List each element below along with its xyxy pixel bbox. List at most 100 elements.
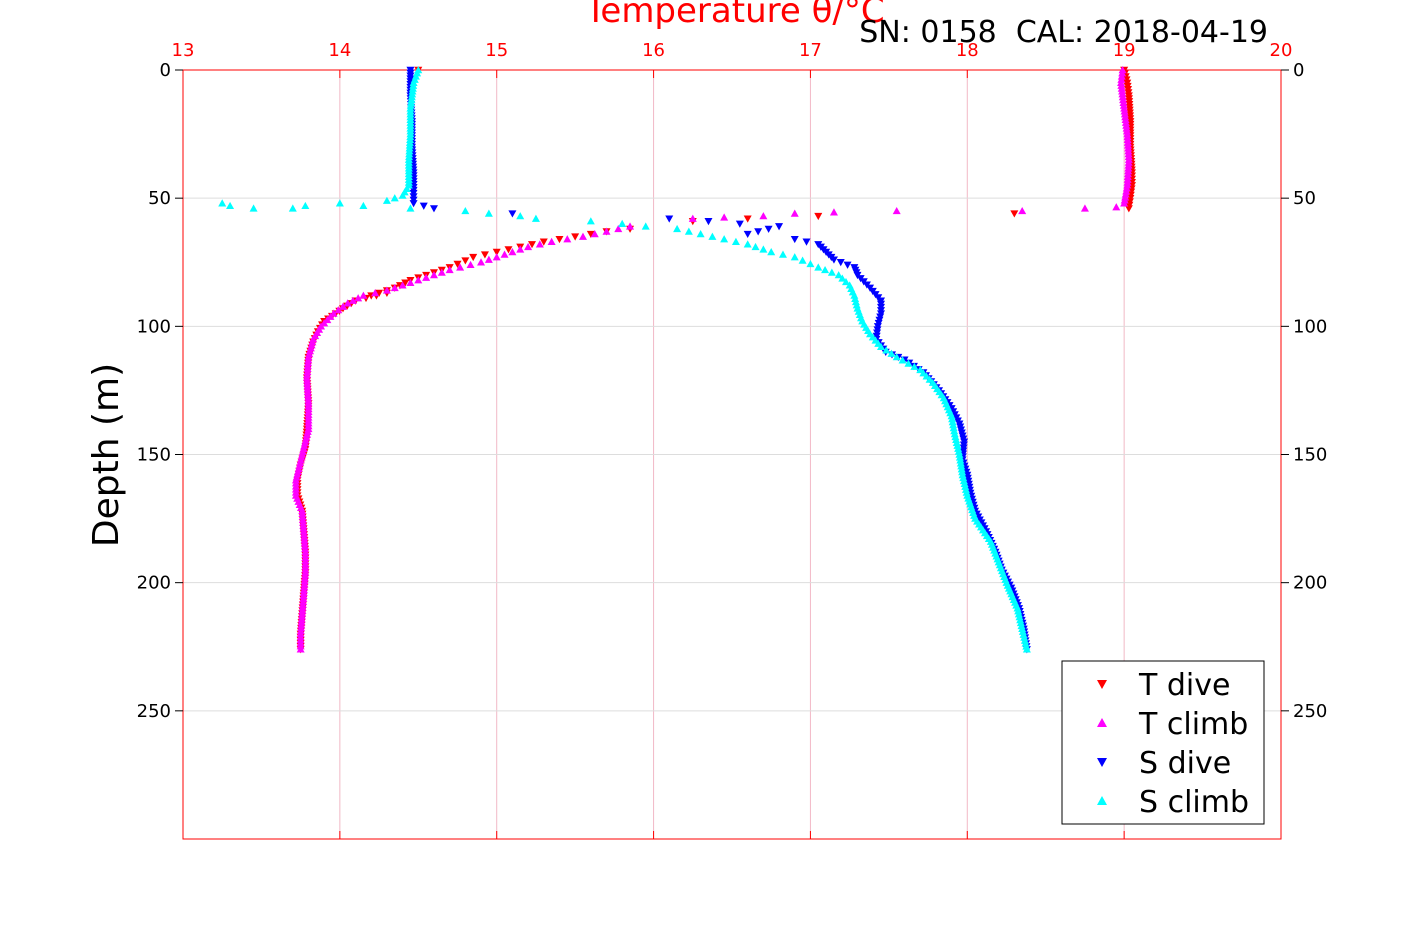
point-t-climb bbox=[829, 208, 838, 216]
point-s-climb bbox=[531, 214, 540, 222]
point-t-dive bbox=[1124, 205, 1133, 213]
point-t-climb bbox=[590, 230, 599, 238]
point-s-climb bbox=[288, 204, 297, 212]
point-t-climb bbox=[563, 235, 572, 243]
point-t-climb bbox=[445, 265, 454, 274]
point-t-dive bbox=[555, 235, 564, 244]
point-s-climb bbox=[301, 201, 310, 210]
point-s-climb bbox=[887, 349, 896, 357]
point-t-climb bbox=[398, 281, 407, 289]
point-t-climb bbox=[334, 306, 343, 314]
y-axis-title: Depth (m) bbox=[86, 363, 127, 547]
point-t-dive bbox=[539, 238, 548, 246]
point-t-climb bbox=[414, 276, 423, 284]
point-s-climb bbox=[898, 356, 907, 364]
point-t-dive bbox=[743, 215, 752, 223]
point-s-dive bbox=[764, 225, 773, 233]
point-t-climb bbox=[354, 294, 363, 302]
point-s-dive bbox=[790, 235, 799, 244]
point-s-dive bbox=[754, 228, 763, 236]
point-s-climb bbox=[731, 237, 740, 245]
point-s-climb bbox=[834, 271, 843, 279]
x-tick-label: 14 bbox=[328, 40, 351, 61]
point-s-climb bbox=[916, 365, 925, 374]
point-t-climb bbox=[602, 227, 611, 235]
point-t-climb bbox=[492, 253, 501, 261]
point-t-climb bbox=[437, 268, 446, 276]
point-s-climb bbox=[798, 256, 807, 264]
x-tick-label: 18 bbox=[956, 40, 979, 61]
point-s-climb bbox=[892, 353, 901, 361]
point-s-dive bbox=[508, 210, 517, 218]
point-s-climb bbox=[684, 227, 693, 235]
point-s-dive bbox=[704, 218, 713, 226]
point-t-dive bbox=[461, 257, 470, 265]
point-s-climb bbox=[641, 222, 650, 230]
point-t-climb bbox=[456, 263, 465, 271]
y-tick-label-left: 50 bbox=[148, 188, 171, 209]
point-t-dive bbox=[586, 230, 595, 239]
point-s-climb bbox=[904, 359, 913, 367]
point-t-climb bbox=[422, 273, 431, 281]
point-t-climb bbox=[892, 206, 901, 215]
legend-label-s-dive: S dive bbox=[1139, 746, 1231, 781]
y-tick-label-right: 250 bbox=[1293, 701, 1327, 722]
point-t-climb bbox=[500, 250, 509, 258]
point-t-dive bbox=[814, 212, 823, 221]
x-tick-label: 13 bbox=[172, 40, 195, 61]
point-s-climb bbox=[335, 199, 344, 207]
point-s-climb bbox=[790, 253, 799, 261]
point-t-climb bbox=[759, 212, 768, 220]
point-t-climb bbox=[466, 260, 475, 269]
point-s-climb bbox=[249, 204, 258, 212]
legend-marker-s-climb bbox=[1097, 796, 1107, 805]
point-t-climb bbox=[1080, 204, 1089, 212]
x-tick-label: 16 bbox=[642, 40, 665, 61]
point-s-climb bbox=[814, 263, 823, 271]
point-s-dive bbox=[843, 261, 852, 269]
point-s-dive bbox=[743, 230, 752, 239]
point-t-dive bbox=[571, 233, 580, 241]
point-s-climb bbox=[778, 250, 787, 258]
point-s-dive bbox=[802, 238, 811, 246]
point-s-climb bbox=[696, 230, 705, 238]
y-tick-label-left: 200 bbox=[137, 573, 171, 594]
point-t-climb bbox=[390, 283, 399, 292]
point-t-climb bbox=[516, 245, 525, 253]
point-t-climb bbox=[508, 247, 517, 256]
legend: T dive T climb S dive S climb bbox=[1061, 660, 1265, 825]
x-tick-label: 17 bbox=[799, 40, 822, 61]
point-t-dive bbox=[453, 260, 462, 268]
point-s-climb bbox=[382, 196, 391, 204]
x-axis-title: Temperature θ/°C bbox=[584, 0, 884, 31]
point-s-climb bbox=[827, 268, 836, 276]
point-t-climb bbox=[1018, 206, 1027, 215]
point-t-climb bbox=[329, 309, 338, 317]
point-s-climb bbox=[218, 199, 227, 207]
point-t-climb bbox=[338, 302, 347, 310]
point-t-climb bbox=[484, 255, 493, 263]
point-s-climb bbox=[516, 212, 525, 220]
legend-label-s-climb: S climb bbox=[1139, 785, 1249, 820]
point-t-climb bbox=[477, 258, 486, 266]
point-t-dive bbox=[504, 246, 513, 254]
point-s-climb bbox=[406, 204, 415, 212]
point-t-climb bbox=[1118, 66, 1127, 74]
y-tick-label-right: 150 bbox=[1293, 445, 1327, 466]
y-tick-label-right: 100 bbox=[1293, 316, 1327, 337]
point-s-climb bbox=[767, 247, 776, 256]
y-tick-label-left: 250 bbox=[137, 701, 171, 722]
point-t-climb bbox=[578, 232, 587, 240]
point-s-climb bbox=[751, 242, 760, 251]
point-s-climb bbox=[821, 265, 830, 274]
x-tick-label: 15 bbox=[485, 40, 508, 61]
point-s-dive bbox=[429, 205, 438, 213]
y-tick-label-left: 0 bbox=[160, 60, 171, 81]
legend-marker-t-climb bbox=[1097, 718, 1107, 727]
point-t-climb bbox=[626, 222, 635, 230]
point-s-dive bbox=[735, 220, 744, 228]
point-s-dive bbox=[419, 202, 428, 210]
legend-marker-s-dive bbox=[1097, 758, 1107, 767]
data-points bbox=[218, 66, 1136, 654]
